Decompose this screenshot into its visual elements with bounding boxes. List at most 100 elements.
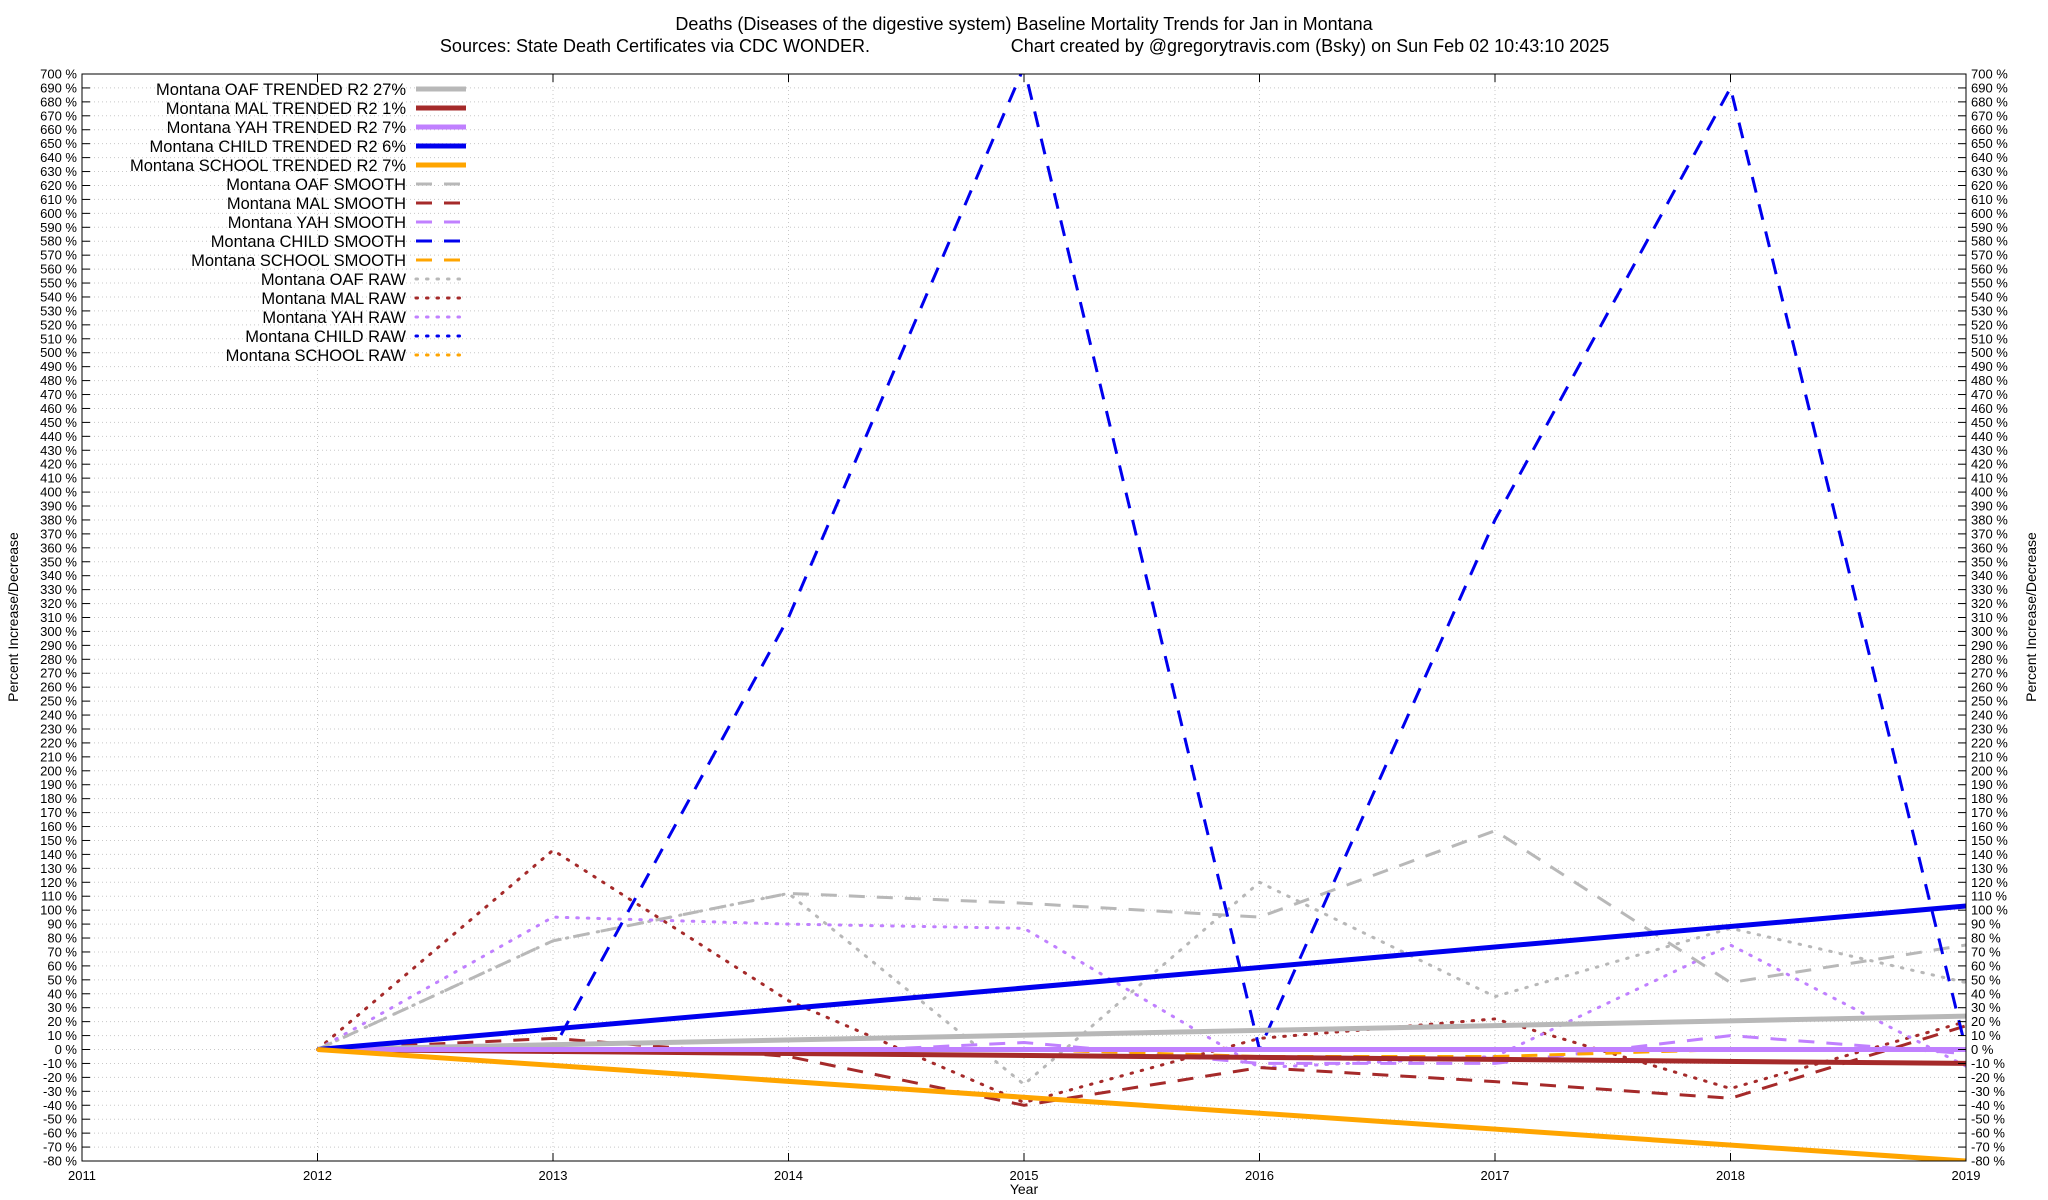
y-axis-label-left: Percent Increase/Decrease bbox=[5, 532, 21, 702]
y-tick-label-left: 260 % bbox=[40, 680, 77, 695]
y-tick-label-left: 690 % bbox=[40, 80, 77, 95]
y-tick-label-left: 430 % bbox=[40, 443, 77, 458]
y-tick-label-left: -60 % bbox=[43, 1126, 77, 1141]
y-tick-label-left: 440 % bbox=[40, 429, 77, 444]
y-axis-right: -80 %-70 %-60 %-50 %-40 %-30 %-20 %-10 %… bbox=[1958, 67, 2008, 1169]
y-tick-label-left: 700 % bbox=[40, 67, 77, 82]
legend-entry-label: Montana OAF SMOOTH bbox=[226, 176, 406, 194]
x-axis: 2011 2012 2013 2014 2015 2016 2017 2018 2019 bbox=[68, 74, 1980, 1183]
x-tick-label: 2017 bbox=[1481, 1168, 1510, 1183]
y-tick-label-left: 130 % bbox=[40, 861, 77, 876]
y-tick-label-left: 530 % bbox=[40, 303, 77, 318]
y-tick-label-left: 490 % bbox=[40, 359, 77, 374]
x-tick-label: 2011 bbox=[68, 1168, 96, 1183]
y-tick-label-right: 390 % bbox=[1971, 499, 2008, 514]
y-tick-label-left: 420 % bbox=[40, 457, 77, 472]
legend-entry-label: Montana SCHOOL RAW bbox=[226, 347, 407, 365]
y-tick-label-right: 60 % bbox=[1971, 958, 2001, 973]
y-tick-label-left: 340 % bbox=[40, 568, 77, 583]
x-tick-label: 2018 bbox=[1716, 1168, 1745, 1183]
legend-entry-label: Montana MAL SMOOTH bbox=[227, 195, 406, 213]
y-tick-label-right: 70 % bbox=[1971, 944, 2001, 959]
y-tick-label-right: 560 % bbox=[1971, 262, 2008, 277]
legend-entry-label: Montana MAL TRENDED R2 1% bbox=[166, 100, 407, 118]
y-tick-label-left: 180 % bbox=[40, 791, 77, 806]
y-tick-label-left: 580 % bbox=[40, 234, 77, 249]
y-tick-label-left: 210 % bbox=[40, 749, 77, 764]
series-line-5 bbox=[316, 829, 1966, 1051]
y-tick-label-left: 0 % bbox=[55, 1042, 78, 1057]
y-tick-label-right: 620 % bbox=[1971, 178, 2008, 193]
y-tick-label-right: -40 % bbox=[1971, 1098, 2005, 1113]
y-tick-label-right: 10 % bbox=[1971, 1028, 2001, 1043]
y-tick-label-left: 300 % bbox=[40, 624, 77, 639]
y-tick-label-right: 160 % bbox=[1971, 819, 2008, 834]
x-axis-label: Year bbox=[1010, 1181, 1039, 1197]
y-tick-label-right: 490 % bbox=[1971, 359, 2008, 374]
legend: Montana OAF TRENDED R2 27%Montana MAL TR… bbox=[130, 81, 468, 365]
legend-entry-label: Montana YAH RAW bbox=[262, 309, 406, 327]
plot-area bbox=[316, 74, 1966, 1161]
y-tick-label-right: 510 % bbox=[1971, 331, 2008, 346]
y-tick-label-right: 0 % bbox=[1971, 1042, 1994, 1057]
legend-entry-label: Montana OAF RAW bbox=[261, 271, 407, 289]
y-tick-label-left: 590 % bbox=[40, 220, 77, 235]
legend-entry-label: Montana YAH SMOOTH bbox=[228, 214, 406, 232]
y-tick-label-left: 460 % bbox=[40, 401, 77, 416]
x-tick-label: 2019 bbox=[1952, 1168, 1981, 1183]
y-tick-label-right: 180 % bbox=[1971, 791, 2008, 806]
y-tick-label-left: 520 % bbox=[40, 317, 77, 332]
y-tick-label-right: 380 % bbox=[1971, 512, 2008, 527]
x-tick-label: 2014 bbox=[774, 1168, 803, 1183]
y-tick-label-left: 400 % bbox=[40, 485, 77, 500]
y-tick-label-left: 270 % bbox=[40, 666, 77, 681]
y-tick-label-left: 500 % bbox=[40, 345, 77, 360]
y-tick-label-left: 240 % bbox=[40, 708, 77, 723]
y-tick-label-left: 640 % bbox=[40, 150, 77, 165]
y-tick-label-right: 200 % bbox=[1971, 763, 2008, 778]
y-tick-label-right: 660 % bbox=[1971, 122, 2008, 137]
chart-subtitle-sources: Sources: State Death Certificates via CD… bbox=[440, 36, 870, 56]
legend-entry-label: Montana CHILD TRENDED R2 6% bbox=[150, 138, 407, 156]
x-tick-label: 2016 bbox=[1245, 1168, 1274, 1183]
y-tick-label-left: 40 % bbox=[47, 986, 77, 1001]
y-tick-label-left: 190 % bbox=[40, 777, 77, 792]
chart-title: Deaths (Diseases of the digestive system… bbox=[675, 14, 1373, 34]
y-tick-label-left: 170 % bbox=[40, 805, 77, 820]
y-tick-label-right: 50 % bbox=[1971, 972, 2001, 987]
y-tick-label-right: 400 % bbox=[1971, 485, 2008, 500]
y-tick-label-right: 30 % bbox=[1971, 1000, 2001, 1015]
y-tick-label-left: 50 % bbox=[47, 972, 77, 987]
y-tick-label-right: 370 % bbox=[1971, 526, 2008, 541]
y-tick-label-right: 680 % bbox=[1971, 94, 2008, 109]
y-tick-label-right: 550 % bbox=[1971, 276, 2008, 291]
y-tick-label-left: 110 % bbox=[41, 889, 77, 904]
y-tick-label-left: 90 % bbox=[47, 917, 77, 932]
y-tick-label-right: -80 % bbox=[1971, 1154, 2005, 1169]
y-tick-label-right: 430 % bbox=[1971, 443, 2008, 458]
y-tick-label-right: 90 % bbox=[1971, 917, 2001, 932]
y-tick-label-right: 290 % bbox=[1971, 638, 2008, 653]
y-tick-label-left: 160 % bbox=[40, 819, 77, 834]
y-tick-label-right: 190 % bbox=[1971, 777, 2008, 792]
y-tick-label-right: 690 % bbox=[1971, 80, 2008, 95]
y-tick-label-right: 330 % bbox=[1971, 582, 2008, 597]
y-tick-label-right: 280 % bbox=[1971, 652, 2008, 667]
y-tick-label-left: 370 % bbox=[40, 526, 77, 541]
y-tick-label-right: 530 % bbox=[1971, 303, 2008, 318]
y-tick-label-left: 560 % bbox=[40, 262, 77, 277]
y-tick-label-left: 70 % bbox=[47, 944, 77, 959]
y-tick-label-left: -70 % bbox=[43, 1140, 77, 1155]
legend-entry-label: Montana CHILD RAW bbox=[245, 328, 406, 346]
y-tick-label-left: -10 % bbox=[43, 1056, 77, 1071]
y-tick-label-right: -60 % bbox=[1971, 1126, 2005, 1141]
y-tick-label-left: 550 % bbox=[40, 276, 77, 291]
y-tick-label-left: 610 % bbox=[40, 192, 77, 207]
y-tick-label-left: 10 % bbox=[47, 1028, 77, 1043]
y-tick-label-right: 570 % bbox=[1971, 248, 2008, 263]
y-tick-label-right: 580 % bbox=[1971, 234, 2008, 249]
y-tick-label-right: 270 % bbox=[1971, 666, 2008, 681]
x-tick-label: 2012 bbox=[303, 1168, 332, 1183]
y-tick-label-left: 650 % bbox=[40, 136, 77, 151]
